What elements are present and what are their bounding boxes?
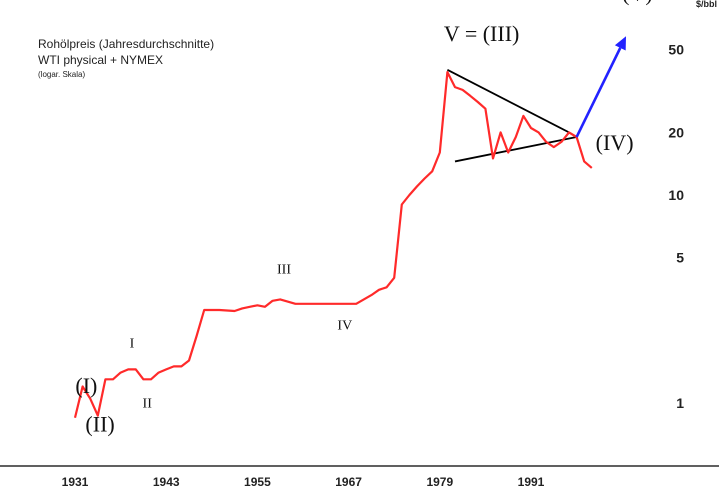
- y-tick-label: 1: [676, 395, 684, 411]
- x-tick-label: 1967: [335, 475, 362, 489]
- trendline: [446, 68, 570, 134]
- x-tick-labels: 1931 1943 1955 1967 1979 1991: [62, 475, 545, 489]
- title-line-2: WTI physical + NYMEX: [38, 53, 163, 67]
- wave-label: II: [143, 397, 153, 412]
- y-axis-label: $/bbl: [696, 0, 717, 9]
- y-tick-label: 50: [668, 42, 684, 58]
- wave-label: (V): [622, 0, 653, 6]
- arrow-shaft: [575, 47, 622, 138]
- x-tick-label: 1991: [518, 475, 545, 489]
- y-tick-labels: 1 5 10 20 50: [668, 42, 684, 411]
- wave-label: (IV): [596, 130, 634, 155]
- y-tick-label: 5: [676, 250, 684, 266]
- x-tick-label: 1955: [244, 475, 271, 489]
- y-tick-label: 20: [668, 124, 684, 140]
- x-tick-label: 1943: [153, 475, 180, 489]
- chart-title: Rohölpreis (Jahresdurchschnitte) WTI phy…: [38, 37, 214, 79]
- wave-label: IV: [337, 319, 352, 334]
- wave-label: III: [277, 262, 291, 277]
- x-tick-label: 1979: [426, 475, 453, 489]
- title-line-3: (logar. Skala): [38, 70, 85, 79]
- title-line-1: Rohölpreis (Jahresdurchschnitte): [38, 37, 214, 51]
- forecast-arrow: [575, 36, 626, 138]
- triangle-trendlines: [446, 68, 577, 163]
- price-line: [73, 70, 593, 418]
- y-tick-label: 10: [668, 187, 684, 203]
- wave-label: V = (III): [444, 21, 520, 46]
- arrow-head: [614, 36, 626, 51]
- trendline: [454, 136, 577, 163]
- wave-label: (II): [85, 411, 114, 436]
- x-tick-label: 1931: [62, 475, 89, 489]
- wave-label: I: [130, 336, 135, 351]
- wave-label: (I): [75, 373, 97, 398]
- price-series: [73, 70, 593, 418]
